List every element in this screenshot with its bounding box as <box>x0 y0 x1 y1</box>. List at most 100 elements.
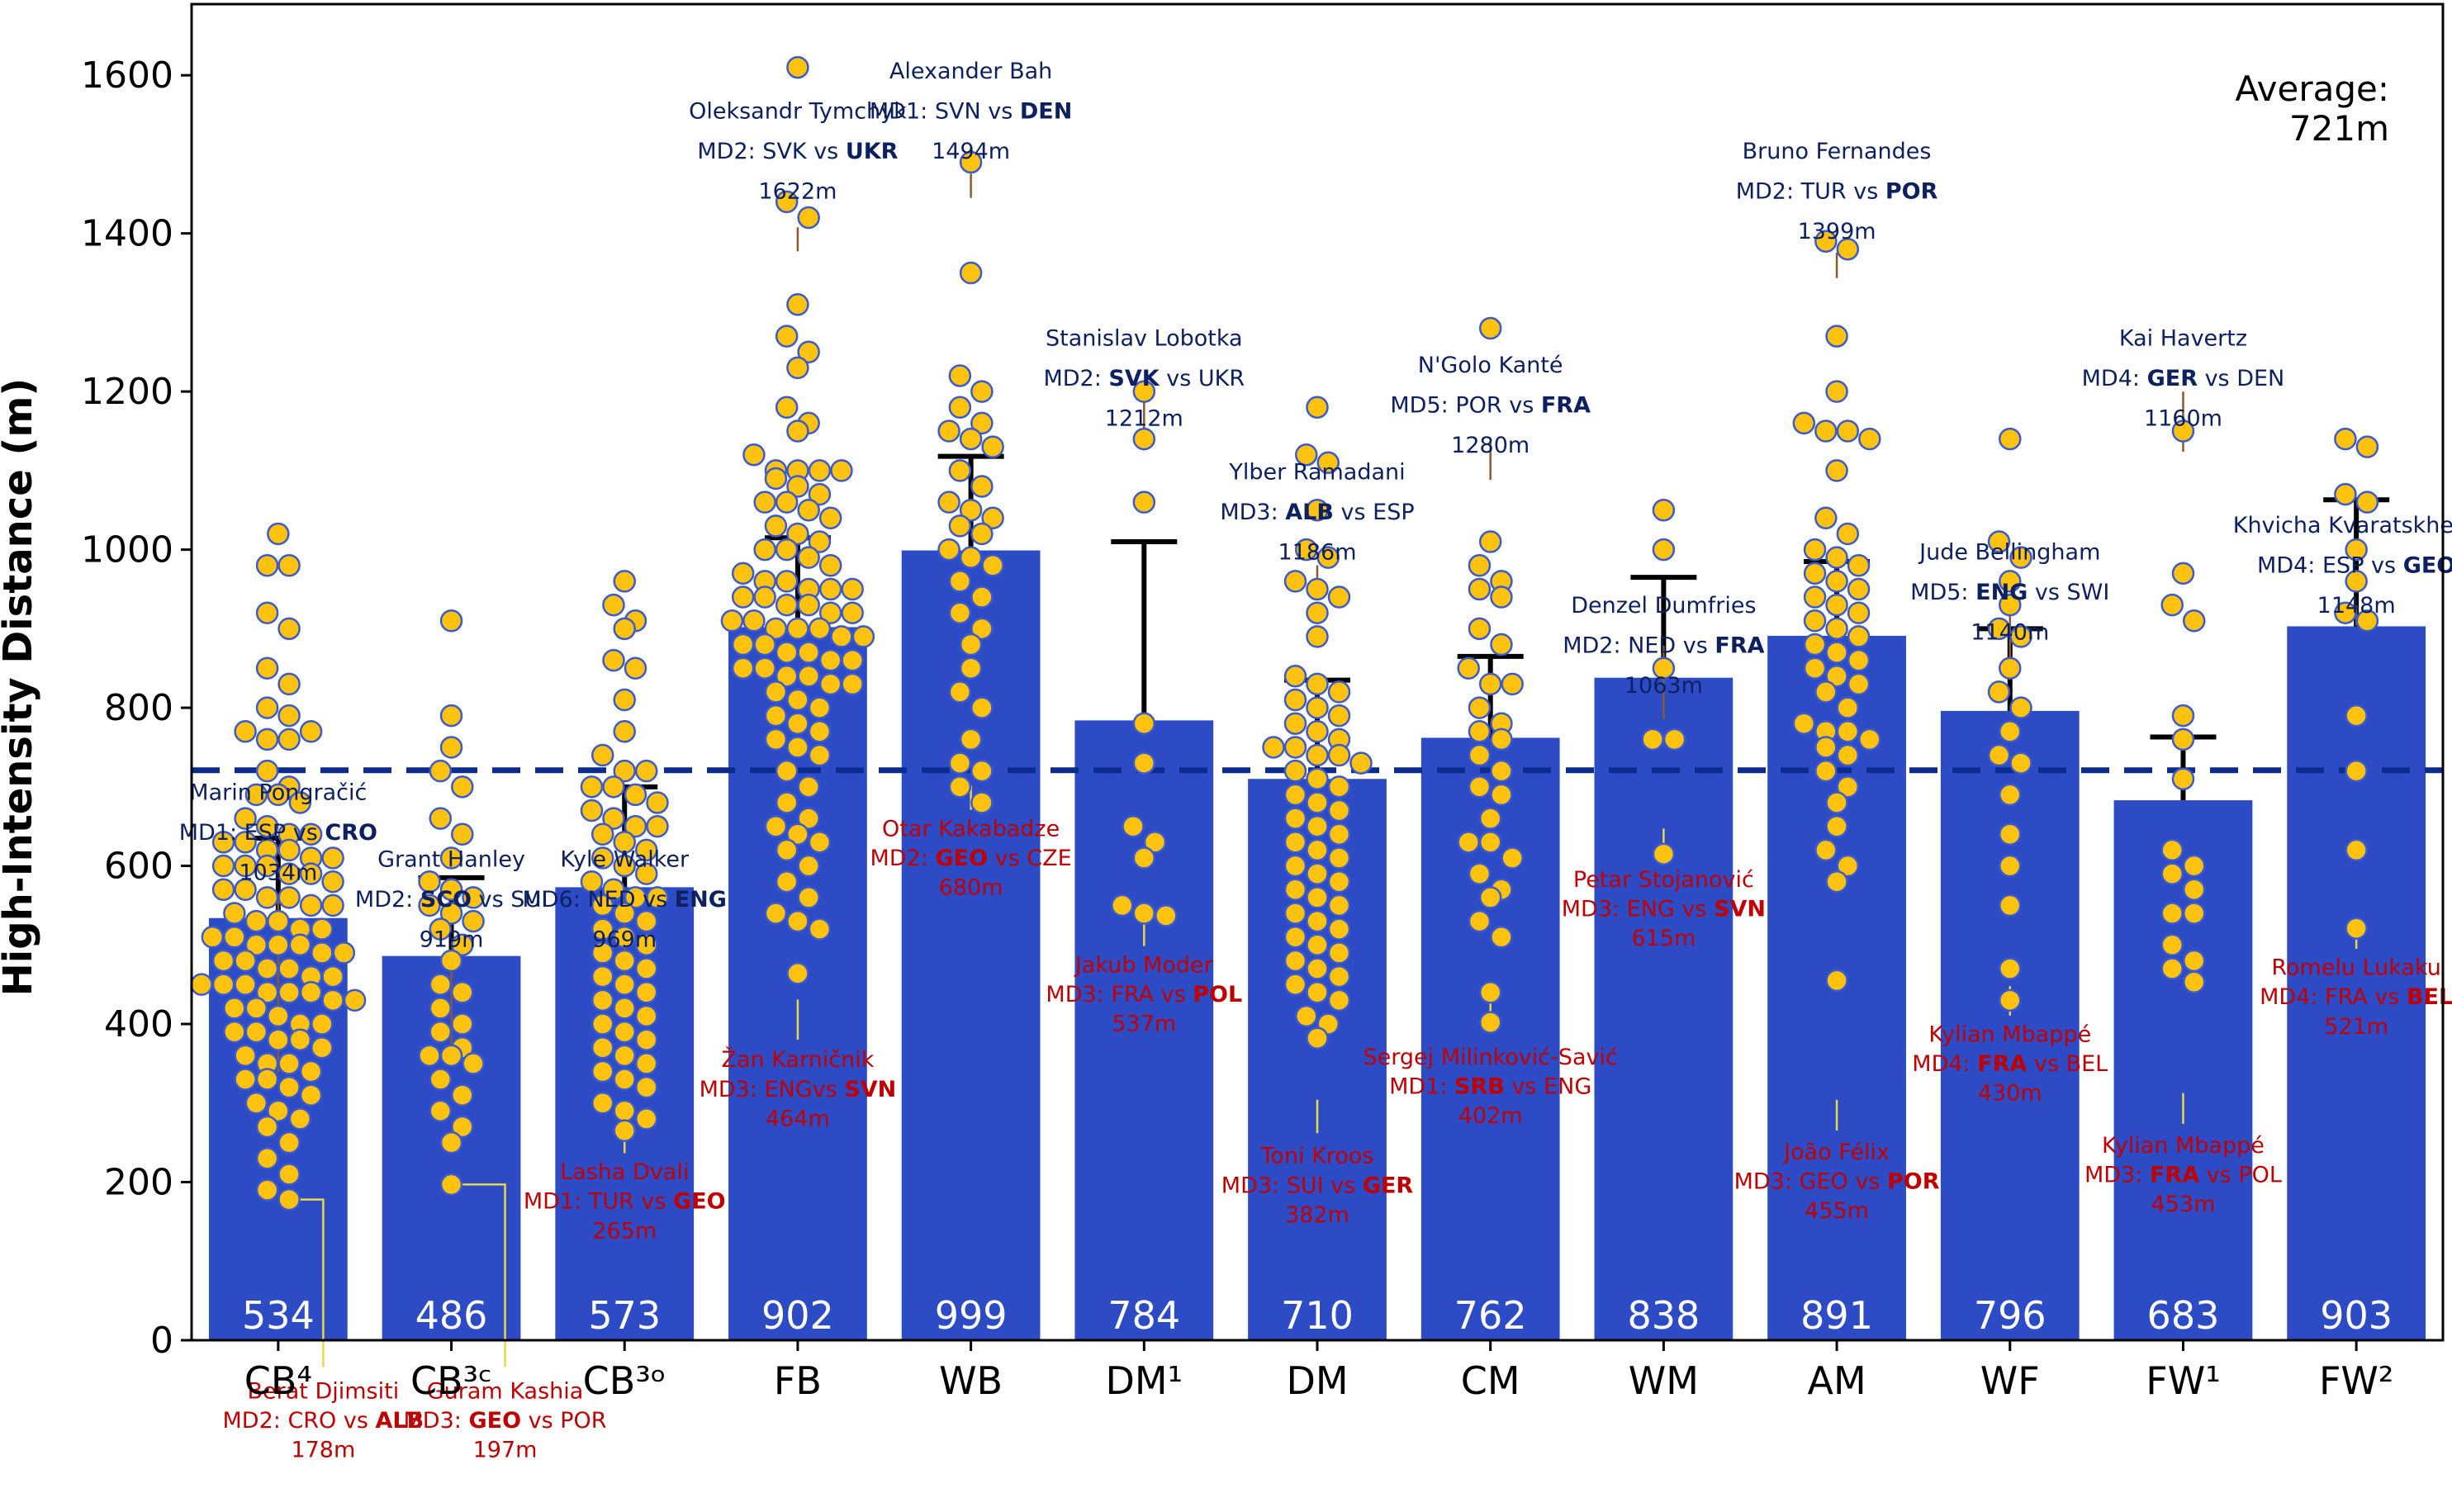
point <box>731 633 755 656</box>
point <box>808 743 832 767</box>
point <box>634 1107 658 1130</box>
min-value-8-part: 615m <box>1631 926 1696 951</box>
point <box>841 672 864 696</box>
bar-11 <box>2113 800 2253 1340</box>
min-value-12-part: 521m <box>2324 1014 2388 1040</box>
max-name-11-part: Kai Havertz <box>2119 326 2247 352</box>
point <box>1306 862 1329 885</box>
point <box>970 585 994 609</box>
point <box>602 775 625 799</box>
point <box>2160 593 2184 617</box>
point <box>1327 822 1351 846</box>
point <box>786 293 809 316</box>
min-match-2: MD1: TUR vs GEO <box>524 1189 726 1215</box>
max-value-3-part: 1622m <box>758 179 837 205</box>
point <box>299 1083 323 1107</box>
point <box>1803 538 1827 562</box>
point <box>255 759 279 783</box>
min-match-9-part: MD3: GEO vs <box>1734 1168 1887 1194</box>
point <box>299 862 323 885</box>
max-match-6-part: vs ESP <box>1334 500 1415 525</box>
min-name-6-part: Toni Kroos <box>1260 1144 1374 1169</box>
max-name-6-part: Ylber Ramadani <box>1228 459 1405 485</box>
min-match-6-part: MD3: SUI vs <box>1221 1173 1363 1198</box>
point <box>1327 775 1351 799</box>
min-match-9: MD3: GEO vs POR <box>1734 1168 1940 1194</box>
point <box>462 909 485 933</box>
point <box>1803 562 1827 585</box>
point <box>634 933 658 957</box>
point <box>267 1004 290 1028</box>
point <box>234 854 257 878</box>
min-match-4-part: vs CZE <box>988 846 1072 871</box>
point <box>2160 862 2184 885</box>
min-value-0: 178m <box>291 1438 355 1463</box>
point <box>775 190 799 214</box>
bar-value-label-6: 710 <box>1281 1293 1354 1338</box>
point <box>634 980 658 1004</box>
point <box>981 506 1004 530</box>
point <box>1132 427 1156 451</box>
point <box>786 736 809 759</box>
point <box>959 728 983 751</box>
point <box>234 1068 257 1091</box>
max-match-7: MD5: POR vs FRA <box>1390 392 1591 418</box>
max-match-11-part: vs DEN <box>2198 366 2284 391</box>
point <box>451 1083 474 1107</box>
max-name-8: Denzel Dumfries <box>1571 593 1756 619</box>
max-value-6: 1186m <box>1278 539 1356 565</box>
point <box>2182 902 2206 925</box>
point <box>234 973 257 996</box>
point <box>277 704 301 728</box>
point <box>1468 862 1492 885</box>
point <box>277 1163 301 1186</box>
point <box>764 902 788 925</box>
point <box>255 814 279 838</box>
point <box>1836 854 1860 878</box>
point <box>1825 459 1848 482</box>
point <box>267 522 290 546</box>
point <box>2182 609 2206 633</box>
point <box>959 261 983 285</box>
point <box>1836 743 1860 767</box>
point <box>2345 838 2368 862</box>
y-tick-label: 1400 <box>81 213 173 255</box>
point <box>451 933 474 957</box>
max-match-2: MD6: NED vs ENG <box>523 887 727 912</box>
point <box>2009 696 2032 719</box>
point <box>753 656 776 680</box>
point <box>1306 720 1329 743</box>
point <box>1327 941 1351 965</box>
point <box>2171 767 2195 790</box>
point <box>418 893 441 917</box>
point <box>818 601 842 624</box>
point <box>2182 854 2206 878</box>
min-match-0-part: ALB <box>376 1408 424 1434</box>
point <box>1295 443 1318 467</box>
point <box>1122 814 1145 838</box>
y-axis-label: High-Intensity Distance (m) <box>0 378 41 997</box>
point <box>1652 538 1676 562</box>
point <box>634 957 658 980</box>
point <box>613 759 636 783</box>
max-match-1: MD2: SCO vs SUI <box>355 887 548 912</box>
point <box>1490 728 1513 751</box>
point <box>1306 980 1329 1004</box>
point <box>841 577 864 601</box>
point <box>1478 807 1502 830</box>
min-value-2-part: 265m <box>592 1218 657 1244</box>
min-name-1-part: Guram Kashia <box>427 1378 584 1404</box>
min-match-5-part: MD3: FRA vs <box>1046 982 1193 1007</box>
point <box>1132 380 1156 403</box>
max-value-10-part: 1140m <box>1971 619 2049 645</box>
min-name-2-part: Lasha Dvali <box>560 1159 689 1185</box>
min-value-6: 382m <box>1285 1202 1349 1228</box>
bar-12 <box>2287 626 2426 1340</box>
point <box>1836 696 1860 719</box>
min-leader-1 <box>451 1183 506 1367</box>
max-value-4: 1494m <box>932 139 1010 164</box>
point <box>1814 506 1838 530</box>
point <box>959 427 983 451</box>
max-match-9: MD2: TUR vs POR <box>1736 179 1938 205</box>
point <box>267 933 290 957</box>
